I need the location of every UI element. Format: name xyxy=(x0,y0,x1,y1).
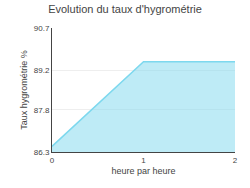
svg-text:1: 1 xyxy=(141,156,146,165)
svg-text:89.2: 89.2 xyxy=(34,66,50,75)
svg-text:Evolution du taux d'hygrométri: Evolution du taux d'hygrométrie xyxy=(48,3,202,15)
svg-text:90.7: 90.7 xyxy=(34,24,50,33)
svg-text:heure par heure: heure par heure xyxy=(111,166,175,176)
svg-text:86.3: 86.3 xyxy=(34,148,50,157)
svg-text:0: 0 xyxy=(50,156,55,165)
svg-text:Taux hygrométrie %: Taux hygrométrie % xyxy=(19,50,29,130)
svg-text:2: 2 xyxy=(233,156,238,165)
svg-text:87.8: 87.8 xyxy=(34,106,50,115)
